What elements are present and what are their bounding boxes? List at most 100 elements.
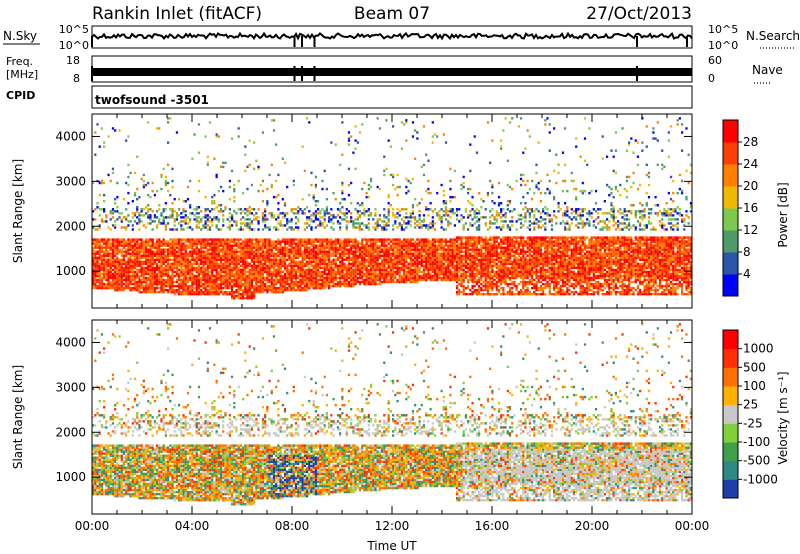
power-cell	[277, 242, 280, 245]
power-cell	[195, 208, 198, 211]
power-cell	[347, 210, 351, 213]
power-cell	[202, 276, 205, 280]
power-cell	[147, 181, 150, 185]
power-cell	[120, 238, 123, 241]
power-cell	[242, 266, 245, 270]
power-cell	[250, 222, 254, 225]
power-cell	[100, 276, 104, 280]
power-cell	[292, 286, 295, 290]
power-cell	[436, 238, 439, 241]
power-cell	[312, 193, 315, 197]
power-cell	[191, 250, 194, 253]
power-cell	[328, 238, 331, 241]
power-cell	[444, 264, 448, 268]
power-cell	[396, 238, 399, 241]
power-cell	[283, 266, 287, 270]
power-cell	[244, 208, 247, 211]
power-cell	[191, 278, 194, 282]
power-cell	[237, 179, 240, 183]
power-cell	[458, 282, 461, 286]
power-cell	[105, 240, 108, 243]
power-cell	[350, 216, 353, 219]
power-cell	[425, 272, 428, 276]
power-cell	[107, 173, 110, 177]
power-cell	[125, 139, 128, 142]
power-cell	[178, 268, 181, 272]
power-cell	[149, 240, 152, 243]
power-cell	[235, 276, 238, 280]
power-cell	[230, 268, 234, 272]
power-cell	[376, 185, 379, 189]
power-cell	[464, 272, 467, 276]
power-cell	[140, 274, 143, 278]
power-cell	[257, 167, 260, 171]
power-cell	[111, 216, 115, 219]
power-cell	[305, 206, 309, 209]
power-cell	[204, 262, 207, 266]
power-cell	[182, 254, 185, 257]
power-cell	[460, 246, 463, 249]
power-cell	[279, 220, 282, 223]
power-cell	[158, 276, 161, 280]
power-cell	[453, 169, 456, 173]
power-cell	[204, 286, 207, 290]
power-cell	[226, 226, 229, 229]
power-cell	[352, 246, 355, 249]
power-cell	[409, 240, 412, 243]
power-cell	[178, 276, 181, 280]
power-cell	[369, 266, 373, 270]
power-cell	[242, 294, 245, 298]
power-cell	[242, 210, 245, 213]
power-cell	[264, 254, 267, 257]
power-cell	[467, 278, 470, 282]
power-cell	[230, 272, 234, 276]
power-cell	[319, 272, 322, 276]
power-cell	[230, 240, 234, 243]
power-cell	[98, 264, 101, 268]
power-cell	[186, 270, 190, 274]
power-cell	[347, 248, 351, 251]
power-cell	[352, 222, 355, 225]
power-cell	[345, 226, 348, 229]
power-cell	[129, 171, 132, 175]
power-cell	[149, 256, 152, 260]
power-cell	[403, 256, 406, 260]
power-cell	[314, 216, 317, 219]
power-cell	[453, 254, 456, 257]
power-cell	[129, 258, 132, 262]
power-cell	[270, 244, 273, 247]
power-cell	[222, 256, 225, 260]
power-cell	[411, 252, 415, 255]
power-cell	[213, 278, 216, 282]
power-cell	[211, 288, 214, 292]
power-cell	[442, 278, 445, 282]
power-cell	[197, 280, 201, 284]
power-cell	[467, 244, 470, 247]
power-cell	[352, 151, 355, 154]
power-cell	[116, 206, 119, 209]
power-cell	[144, 250, 148, 253]
power-cell	[197, 248, 201, 251]
power-cell	[114, 248, 117, 251]
power-cell	[323, 280, 326, 284]
power-cell	[347, 240, 351, 243]
power-cell	[387, 262, 390, 266]
power-cell	[403, 258, 406, 262]
power-cell	[409, 280, 412, 284]
power-cell	[374, 254, 377, 257]
power-cell	[328, 272, 331, 276]
power-cell	[140, 266, 143, 270]
power-cell	[361, 252, 364, 255]
power-cell	[319, 262, 322, 266]
power-cell	[235, 250, 238, 253]
power-cell	[235, 274, 238, 278]
power-cell	[107, 264, 110, 268]
power-cell	[352, 270, 355, 274]
power-cell	[268, 240, 271, 243]
power-cell	[195, 266, 198, 270]
power-cell	[239, 218, 242, 221]
power-cell	[136, 274, 139, 278]
power-cell	[138, 260, 141, 264]
power-cell	[407, 216, 410, 219]
power-cell	[325, 258, 329, 262]
